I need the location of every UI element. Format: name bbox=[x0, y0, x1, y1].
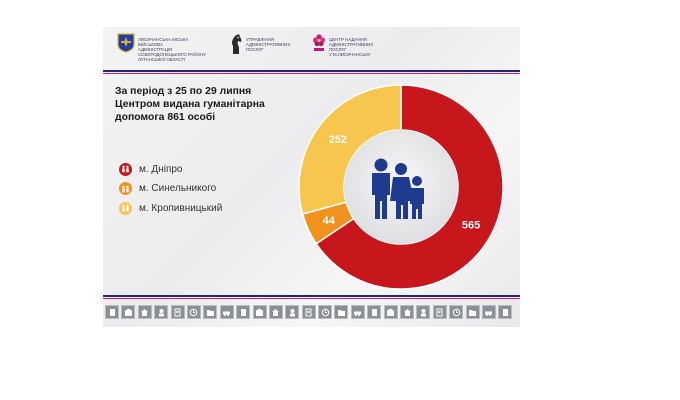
house-icon bbox=[272, 308, 280, 316]
legend-label: м. Дніпро bbox=[139, 163, 183, 175]
footer-tile bbox=[105, 305, 119, 319]
footer-stripe-blue bbox=[103, 295, 520, 297]
footer-tile bbox=[137, 305, 152, 319]
passport-icon bbox=[436, 308, 443, 316]
logo-text: Центр надання адміністративних послуг у … bbox=[329, 37, 374, 57]
footer-tile bbox=[203, 305, 218, 319]
car-icon bbox=[354, 311, 362, 316]
folder-icon bbox=[469, 309, 477, 316]
document-icon bbox=[371, 308, 377, 316]
clock-icon bbox=[321, 308, 329, 316]
footer-tile bbox=[268, 305, 283, 319]
footer-tile bbox=[350, 305, 365, 319]
folder-icon bbox=[337, 309, 345, 316]
car-icon bbox=[223, 311, 231, 316]
people-icon bbox=[119, 162, 132, 176]
title-line: Центром видана гуманітарна bbox=[115, 99, 265, 110]
footer-tile bbox=[219, 305, 234, 319]
footer-tile bbox=[154, 305, 169, 319]
header: Лисичанська міська військова адміністрац… bbox=[103, 27, 520, 67]
flower-icon bbox=[312, 34, 326, 51]
legend-label: м. Синельникого bbox=[139, 183, 217, 194]
folder-icon bbox=[206, 309, 214, 316]
document-icon bbox=[240, 308, 246, 316]
slide-title: За період з 25 по 29 липня Центром видан… bbox=[115, 85, 315, 124]
logo-text: Лисичанська міська військова адміністрац… bbox=[138, 37, 206, 62]
footer-tile bbox=[334, 305, 349, 319]
footer-tile bbox=[301, 305, 316, 319]
footer-stripe-pink bbox=[103, 298, 520, 299]
passport-icon bbox=[305, 308, 312, 316]
chart-legend: м. Дніпро м. Синельникого м. Кропивницьк… bbox=[119, 162, 223, 222]
footer-tile bbox=[170, 305, 185, 319]
donut-svg: 565 44 252 bbox=[298, 84, 504, 290]
data-label: 252 bbox=[329, 134, 347, 146]
people-icon bbox=[119, 182, 132, 195]
user-icon bbox=[158, 308, 164, 316]
user-icon bbox=[289, 308, 295, 316]
footer-tile bbox=[367, 305, 382, 319]
logo-admin-services-center: Центр надання адміністративних послуг у … bbox=[312, 33, 373, 57]
logo-text: Управління адміністративних послуг bbox=[246, 37, 291, 52]
passport-icon bbox=[174, 308, 181, 316]
building-icon bbox=[124, 308, 133, 316]
building-icon bbox=[255, 308, 264, 316]
family-icon bbox=[372, 158, 424, 219]
house-icon bbox=[141, 308, 149, 316]
title-line: За період з 25 по 29 липня bbox=[115, 86, 252, 97]
user-icon bbox=[420, 308, 426, 316]
header-stripe-blue bbox=[103, 70, 520, 72]
slide: Лисичанська міська військова адміністрац… bbox=[103, 27, 520, 327]
legend-item-synelnykove: м. Синельникого bbox=[119, 182, 222, 195]
footer-tile bbox=[400, 305, 415, 319]
legend-item-kropyvnytskyi: м. Кропивницький bbox=[119, 201, 223, 215]
title-line: допомога 861 особі bbox=[115, 112, 216, 123]
footer-tile bbox=[252, 305, 267, 319]
coat-of-arms-icon bbox=[117, 33, 135, 53]
header-stripe-pink bbox=[103, 73, 520, 74]
legend-label: м. Кропивницький bbox=[139, 202, 223, 214]
house-icon bbox=[403, 308, 411, 316]
building-icon bbox=[386, 308, 395, 316]
footer-tile bbox=[318, 305, 333, 319]
document-icon bbox=[109, 308, 115, 316]
footer-tile bbox=[186, 305, 201, 319]
car-icon bbox=[485, 311, 493, 316]
logo-admin-services-department: Управління адміністративних послуг bbox=[229, 33, 290, 55]
footer-tile bbox=[449, 305, 464, 319]
logo-military-administration: Лисичанська міська військова адміністрац… bbox=[117, 33, 206, 62]
footer-tile bbox=[383, 305, 398, 319]
legend-item-dnipro: м. Дніпро bbox=[119, 162, 222, 176]
clock-icon bbox=[452, 308, 460, 316]
people-icon bbox=[119, 201, 132, 215]
footer-tile bbox=[236, 305, 251, 319]
footer-tile bbox=[121, 305, 136, 319]
footer-icon-row bbox=[103, 305, 520, 321]
footer-tile bbox=[285, 305, 300, 319]
footer-tile bbox=[481, 305, 496, 319]
footer-tile bbox=[498, 305, 513, 319]
footer-tile bbox=[416, 305, 431, 319]
document-icon bbox=[502, 308, 508, 316]
footer-tile bbox=[432, 305, 447, 319]
donut-chart: 565 44 252 bbox=[293, 77, 513, 297]
data-label: 44 bbox=[323, 215, 336, 227]
footer-tile bbox=[465, 305, 480, 319]
horse-head-icon bbox=[232, 34, 242, 54]
data-label: 565 bbox=[462, 219, 480, 231]
clock-icon bbox=[190, 308, 198, 316]
